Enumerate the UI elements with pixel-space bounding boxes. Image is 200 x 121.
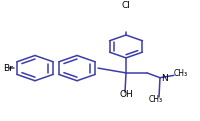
Text: Cl: Cl (122, 1, 130, 10)
Text: Br: Br (4, 64, 13, 73)
Text: N: N (162, 74, 168, 83)
Text: OH: OH (119, 90, 133, 99)
Text: CH₃: CH₃ (174, 69, 188, 78)
Text: CH₃: CH₃ (149, 95, 163, 104)
